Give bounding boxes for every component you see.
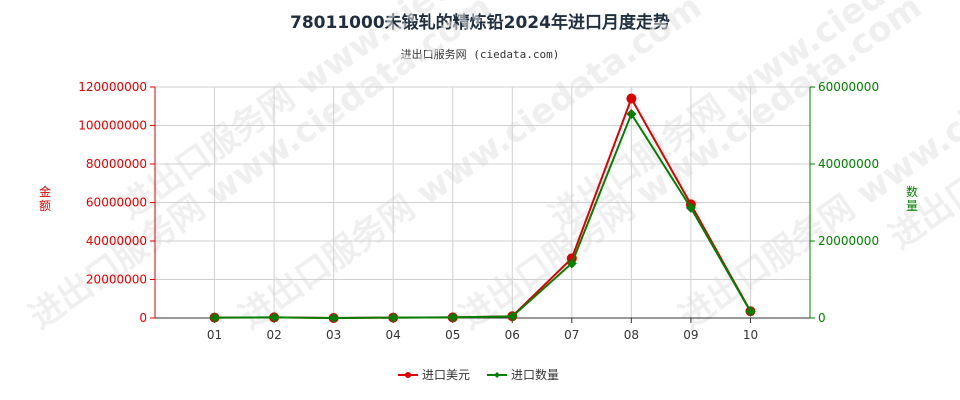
series-line — [214, 111, 752, 320]
x-tick-label: 05 — [445, 328, 460, 342]
y-right-tick-label: 40000000 — [818, 157, 879, 171]
legend-marker — [494, 372, 500, 378]
data-point — [328, 313, 339, 323]
y-left-tick-label: 80000000 — [86, 157, 147, 171]
data-point — [388, 312, 399, 323]
legend-label: 进口美元 — [422, 368, 470, 382]
x-tick-label: 02 — [266, 328, 281, 342]
y-left-tick-label: 100000000 — [78, 119, 147, 133]
data-point — [685, 202, 696, 213]
y-right-tick-label: 20000000 — [818, 234, 879, 248]
y-axis-right-title: 数量 — [906, 184, 918, 213]
x-tick-label: 01 — [207, 328, 222, 342]
data-point — [269, 312, 280, 323]
legend-label: 进口数量 — [511, 367, 559, 382]
y-left-tick-label: 60000000 — [86, 196, 147, 210]
x-tick-label: 10 — [743, 328, 758, 342]
chart-title: 78011000未锻轧的精炼铅2024年进口月度走势 — [290, 13, 670, 33]
y-right-tick-label: 0 — [818, 311, 826, 325]
data-point — [745, 306, 756, 317]
y-left-tick-label: 120000000 — [78, 80, 147, 94]
series-layer — [209, 93, 756, 323]
legend-marker — [405, 372, 411, 378]
x-tick-label: 06 — [505, 328, 520, 342]
y-left-tick-label: 40000000 — [86, 234, 147, 248]
data-point — [626, 108, 637, 119]
y-right-tick-label: 60000000 — [818, 80, 879, 94]
y-left-tick-label: 20000000 — [86, 273, 147, 287]
y-left-tick-label: 0 — [139, 311, 147, 325]
x-tick-label: 07 — [564, 328, 579, 342]
legend: 进口美元 进口数量 — [398, 367, 559, 382]
chart-subtitle: 进出口服务网 (ciedata.com) — [400, 48, 560, 61]
x-tick-label: 04 — [386, 328, 401, 342]
data-point — [209, 312, 220, 323]
data-point — [566, 258, 577, 269]
x-tick-label: 09 — [683, 328, 698, 342]
x-tick-label: 03 — [326, 328, 341, 342]
data-point — [507, 311, 518, 322]
axes: 0 20000000 40000000 60000000 80000000 1000000… — [39, 80, 918, 342]
data-point — [447, 312, 458, 323]
data-point — [626, 93, 637, 104]
y-axis-left-title: 金额 — [39, 184, 51, 213]
x-tick-label: 08 — [624, 328, 639, 342]
